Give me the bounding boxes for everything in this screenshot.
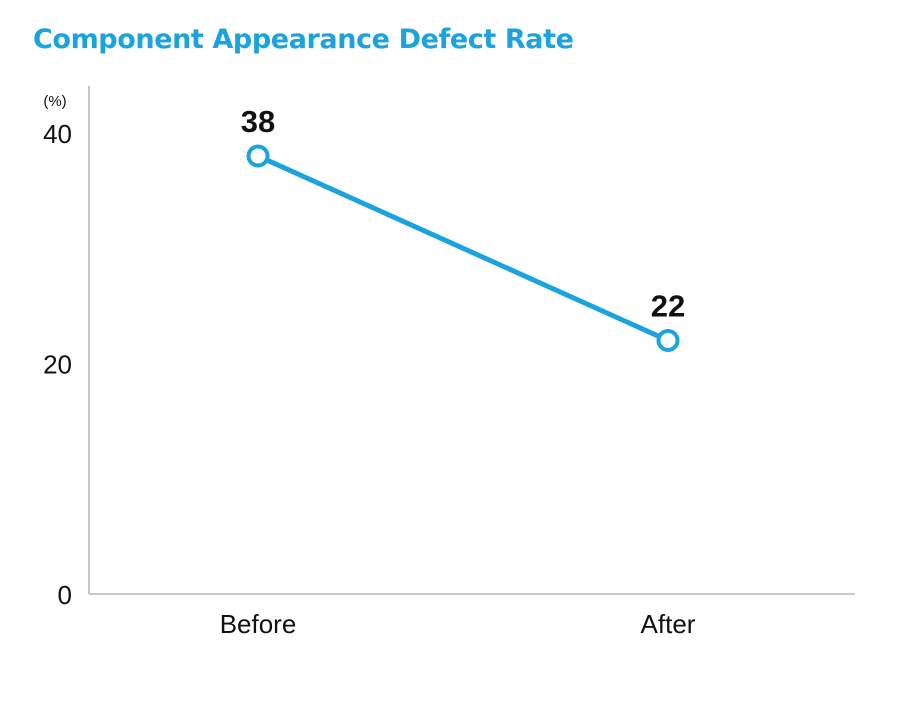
y-tick-label: 20 (43, 350, 72, 380)
x-tick-label: Before (220, 609, 297, 639)
data-point (656, 328, 680, 352)
data-label: 22 (651, 288, 685, 323)
chart-title: Component Appearance Defect Rate (33, 24, 574, 55)
series-layer (246, 144, 680, 352)
y-tick-label: 0 (58, 580, 72, 610)
data-point (246, 144, 270, 168)
y-unit-label: (%) (43, 93, 66, 110)
y-tick-labels: 0 20 40 (43, 119, 72, 610)
x-tick-label: After (641, 609, 696, 639)
data-label: 38 (241, 104, 275, 139)
y-tick-label: 40 (43, 119, 72, 149)
data-labels: 38 22 (241, 104, 685, 323)
series-line (256, 153, 670, 343)
x-tick-labels: Before After (220, 609, 696, 639)
